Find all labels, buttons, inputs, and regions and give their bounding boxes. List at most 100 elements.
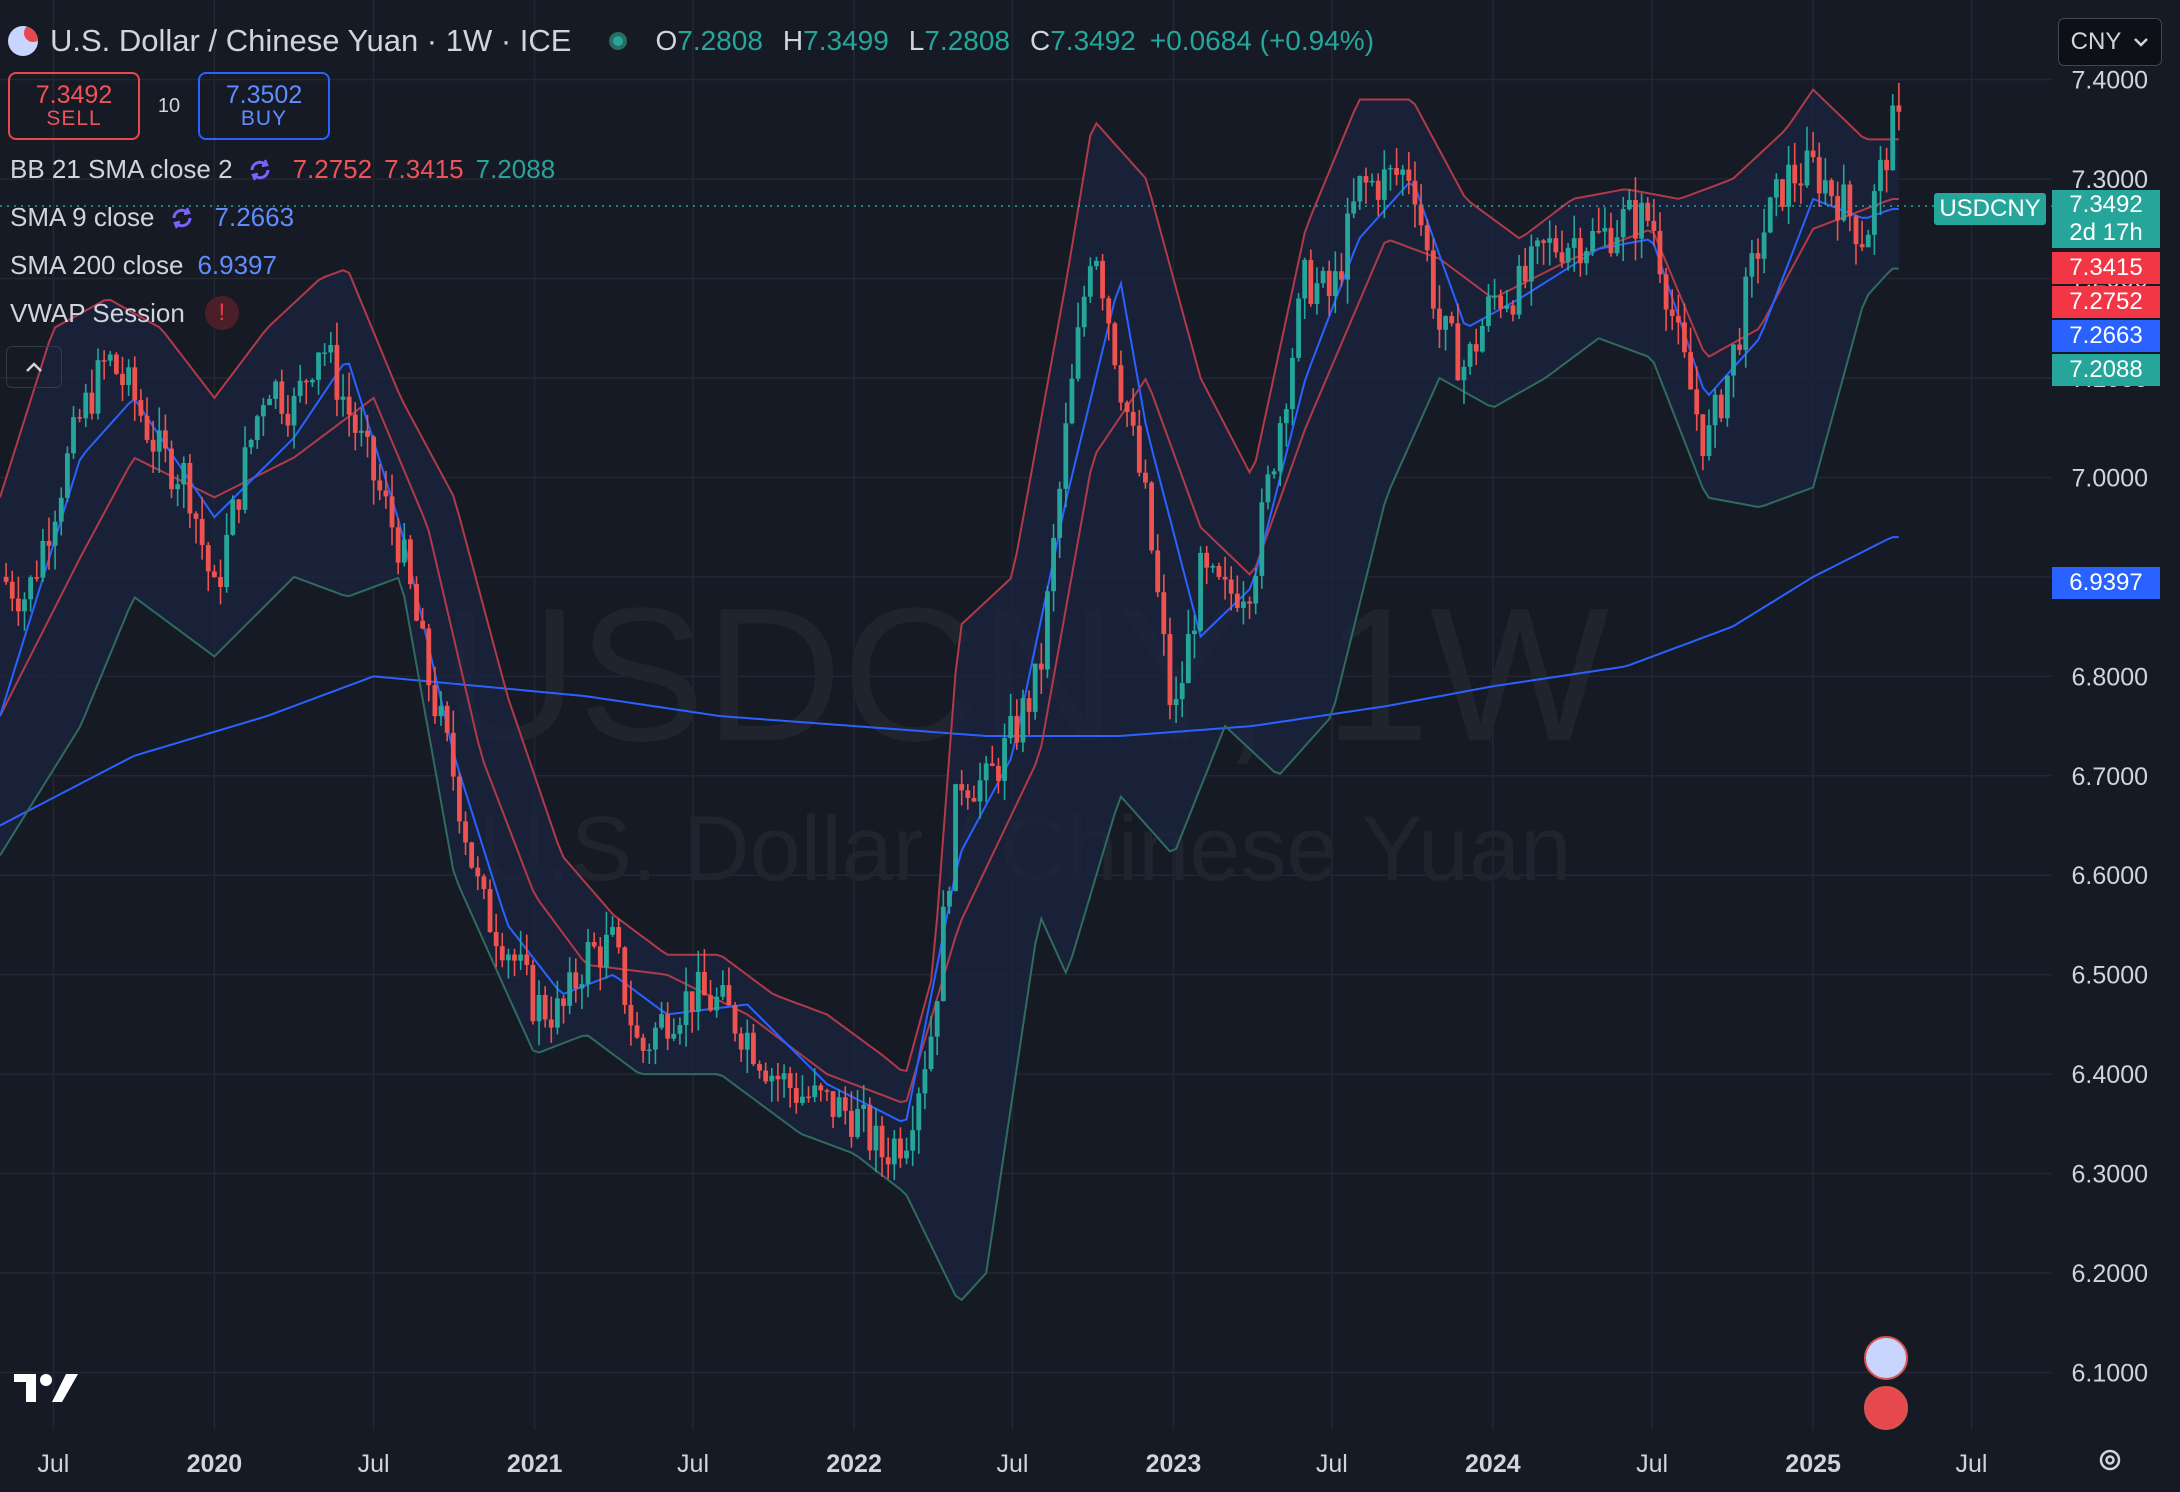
candle-body (1259, 502, 1265, 576)
candle-body (1504, 305, 1510, 309)
candle-body (1228, 579, 1234, 594)
candle-body (1149, 482, 1154, 551)
bb-label: BB 21 SMA close 2 (10, 154, 233, 184)
candle-body (309, 379, 315, 383)
candle-body (1706, 425, 1712, 456)
candle-body (1087, 266, 1093, 297)
candle-body (1804, 150, 1810, 186)
candle-body (285, 413, 291, 426)
candle-body (1247, 601, 1252, 604)
ohlc-values: O 7.2808 H 7.3499 L 7.2808 C 7.3492 +0.0684 … (655, 25, 1374, 57)
candle-body (1700, 414, 1706, 456)
indicator-bb[interactable]: BB 21 SMA close 2 7.2752 7.3415 7.2088 (10, 154, 567, 185)
cn-event-icon[interactable] (1864, 1386, 1908, 1430)
candle-body (1535, 240, 1540, 247)
candle-body (653, 1027, 658, 1050)
indicator-sma200[interactable]: SMA 200 close 6.9397 (10, 250, 289, 281)
symbol-title[interactable]: U.S. Dollar / Chinese Yuan · 1W · ICE (50, 23, 572, 58)
settings-icon[interactable] (2096, 1446, 2124, 1474)
candle-body (732, 1005, 738, 1034)
sell-button[interactable]: 7.3492 SELL (8, 72, 140, 140)
time-tick-label: 2025 (1785, 1450, 1841, 1478)
candle-body (989, 763, 995, 766)
buy-button[interactable]: 7.3502 BUY (198, 72, 330, 140)
candle-body (726, 985, 732, 1006)
candle-body (622, 947, 628, 1005)
candle-body (1773, 179, 1779, 198)
candle-body (1424, 225, 1430, 251)
candle-body (1890, 105, 1896, 171)
candle-body (751, 1032, 756, 1065)
candle-body (414, 584, 419, 621)
candle-body (1829, 180, 1834, 197)
candle-body (1522, 265, 1528, 282)
us-event-icon[interactable] (1864, 1336, 1908, 1380)
candle-body (107, 354, 113, 361)
time-tick-label: Jul (1636, 1450, 1668, 1478)
collapse-legend-button[interactable] (6, 346, 62, 388)
candle-body (1038, 663, 1044, 670)
candle-body (1063, 423, 1069, 489)
time-tick-label: 2020 (187, 1450, 243, 1478)
buy-price: 7.3502 (225, 80, 303, 109)
candle-body (1577, 238, 1583, 264)
candle-body (1381, 169, 1387, 200)
candle-body (1351, 201, 1357, 214)
candle-body (1400, 169, 1406, 175)
candle-body (34, 577, 40, 579)
candle-body (46, 540, 52, 546)
candle-body (1057, 488, 1063, 538)
candle-body (1430, 250, 1436, 309)
bb-lower-tag: 7.2088 (2052, 354, 2160, 386)
candle-body (665, 1014, 671, 1039)
candle-body (787, 1073, 793, 1089)
candle-body (365, 430, 370, 437)
change-value: +0.0684 (+0.94%) (1149, 25, 1375, 56)
candle-body (977, 780, 983, 802)
candle-body (891, 1138, 897, 1165)
candle-body (40, 540, 46, 578)
candle-body (940, 906, 946, 1002)
candle-body (126, 367, 132, 386)
candle-body (800, 1096, 805, 1103)
time-tick-label: 2023 (1146, 1450, 1202, 1478)
candle-body (138, 400, 144, 416)
candle-body (879, 1125, 885, 1158)
bb-upper-line (0, 88, 1899, 1073)
candle-body (291, 395, 297, 426)
candle-body (1112, 323, 1118, 366)
indicator-vwap[interactable]: VWAP Session ! (10, 296, 239, 330)
candle-body (720, 985, 726, 997)
candle-body (352, 414, 358, 433)
candle-body (1253, 575, 1259, 604)
candle-body (1596, 231, 1602, 233)
candle-body (659, 1014, 664, 1028)
candle-body (1296, 298, 1301, 358)
warning-icon[interactable]: ! (204, 296, 239, 330)
candle-body (1094, 260, 1099, 267)
candle-body (1541, 240, 1546, 243)
candle-body (346, 396, 352, 415)
candle-body (702, 971, 707, 996)
bollinger-band-fill (0, 89, 1899, 1300)
time-axis[interactable]: Jul 2020 Jul 2021 Jul 2022 Jul 2023 Jul 2024 Jul 20… (37, 1450, 1987, 1478)
candle-body (1265, 474, 1271, 503)
indicator-sma9[interactable]: SMA 9 close 7.2663 (10, 202, 306, 233)
time-tick-label: Jul (996, 1450, 1028, 1478)
candle-body (1639, 202, 1644, 239)
candle-body (1302, 259, 1308, 299)
candle-body (322, 352, 328, 354)
candle-body (1283, 409, 1289, 424)
market-status-icon (609, 32, 628, 50)
candle-body (1682, 322, 1687, 353)
candle-body (922, 1069, 928, 1094)
candle-body (671, 1033, 677, 1039)
candlesticks (3, 82, 1902, 1181)
candle-body (1204, 552, 1210, 568)
high-label: H (782, 25, 804, 56)
price-tick-label: 6.1000 (2072, 1359, 2148, 1387)
candle-body (340, 396, 346, 400)
tradingview-logo[interactable] (14, 1370, 80, 1406)
currency-selector[interactable]: CNY (2058, 18, 2162, 66)
